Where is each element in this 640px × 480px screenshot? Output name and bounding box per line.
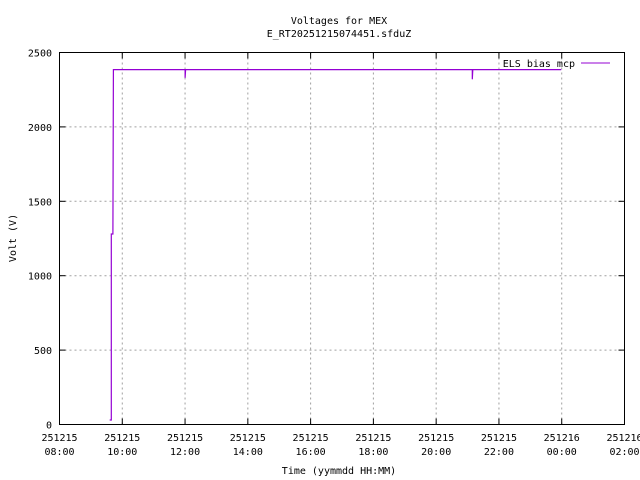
x-axis-label: Time (yymmdd HH:MM) (282, 466, 396, 477)
x-tick-label-time: 00:00 (547, 447, 577, 458)
x-tick-label-time: 12:00 (170, 447, 200, 458)
x-tick-label-date: 251215 (418, 433, 454, 444)
grid-lines (59, 52, 625, 425)
x-tick-label-time: 20:00 (421, 447, 451, 458)
y-tick-label: 1000 (28, 272, 52, 283)
y-tick-label: 2000 (28, 123, 52, 134)
x-tick-label-time: 02:00 (609, 447, 639, 458)
legend: ELS bias mcp (503, 59, 610, 70)
y-tick-label: 0 (46, 421, 52, 432)
y-tick-label: 1500 (28, 197, 52, 208)
x-tick-label-date: 251215 (481, 433, 517, 444)
chart-title: Voltages for MEX (291, 16, 387, 27)
axis-ticks: 251215 08:00 251215 10:00 251215 12:00 251215 1… (28, 49, 640, 459)
chart-subtitle: E_RT20251215074451.sfduZ (267, 29, 412, 40)
y-axis-label: Volt (V) (8, 214, 19, 262)
x-tick-label-date: 251215 (355, 433, 391, 444)
y-tick-label: 500 (34, 346, 52, 357)
legend-label: ELS bias mcp (503, 59, 575, 70)
plot-border (59, 52, 625, 425)
x-tick-label-time: 14:00 (233, 447, 263, 458)
x-tick-label-time: 18:00 (358, 447, 388, 458)
x-tick-label-date: 251215 (167, 433, 203, 444)
x-tick-label-date: 251216 (606, 433, 640, 444)
series-line (109, 68, 562, 421)
x-tick-label-date: 251216 (544, 433, 580, 444)
x-tick-label-date: 251215 (230, 433, 266, 444)
y-tick-label: 2500 (28, 49, 52, 60)
series-lines (109, 68, 562, 421)
x-tick-label-time: 22:00 (484, 447, 514, 458)
x-tick-label-date: 251215 (104, 433, 140, 444)
x-tick-label-time: 08:00 (44, 447, 74, 458)
x-tick-label-time: 10:00 (107, 447, 137, 458)
x-tick-label-date: 251215 (41, 433, 77, 444)
x-tick-label-date: 251215 (293, 433, 329, 444)
x-tick-label-time: 16:00 (296, 447, 326, 458)
